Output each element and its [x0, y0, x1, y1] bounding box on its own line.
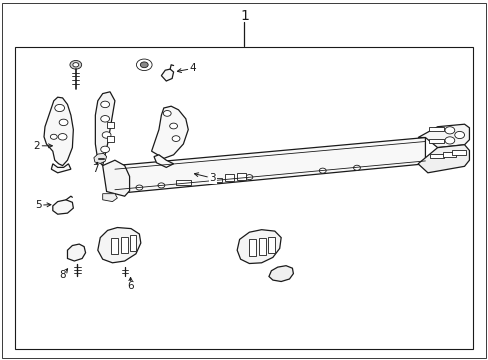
Text: 5: 5 [35, 200, 41, 210]
Polygon shape [102, 194, 117, 202]
Polygon shape [417, 145, 468, 173]
Circle shape [353, 165, 360, 170]
Bar [111, 238, 118, 254]
Text: 7: 7 [92, 164, 99, 174]
Bar [121, 237, 128, 253]
Bar [249, 239, 256, 256]
Circle shape [136, 185, 142, 190]
Text: 8: 8 [59, 270, 66, 280]
Circle shape [140, 62, 148, 68]
Bar [210, 178, 222, 182]
Circle shape [319, 168, 325, 173]
Circle shape [172, 136, 180, 141]
Polygon shape [44, 97, 73, 166]
Polygon shape [115, 138, 425, 194]
Circle shape [454, 131, 464, 139]
Polygon shape [98, 228, 141, 263]
Text: 2: 2 [33, 141, 40, 151]
Circle shape [101, 146, 109, 153]
Bar [267, 237, 274, 253]
Circle shape [101, 116, 109, 122]
Bar [442, 152, 455, 157]
Polygon shape [154, 155, 173, 167]
Polygon shape [268, 266, 293, 282]
Circle shape [73, 63, 79, 67]
Circle shape [59, 119, 68, 126]
Polygon shape [53, 200, 73, 214]
Circle shape [136, 59, 152, 71]
Bar [428, 139, 443, 143]
Bar [259, 238, 265, 255]
Polygon shape [102, 160, 129, 196]
Bar [429, 154, 443, 158]
Circle shape [163, 111, 171, 116]
Polygon shape [95, 92, 115, 166]
Polygon shape [67, 244, 85, 261]
Bar [237, 173, 245, 180]
Circle shape [245, 175, 252, 180]
Polygon shape [94, 153, 106, 163]
Bar [428, 127, 443, 131]
Circle shape [58, 134, 67, 140]
Bar [15, 47, 472, 349]
Circle shape [444, 137, 454, 144]
Bar [451, 150, 465, 155]
Text: 4: 4 [189, 63, 196, 73]
Circle shape [50, 134, 57, 139]
Text: 6: 6 [127, 281, 134, 291]
Bar [106, 136, 114, 142]
Circle shape [101, 101, 109, 108]
Bar [129, 235, 136, 251]
Bar [106, 122, 114, 128]
Text: 3: 3 [209, 173, 216, 183]
Text: 1: 1 [240, 9, 248, 23]
Polygon shape [51, 164, 71, 173]
Bar [176, 180, 190, 185]
Polygon shape [237, 230, 281, 264]
Bar [224, 174, 233, 181]
Circle shape [169, 123, 177, 129]
Circle shape [55, 104, 64, 112]
Polygon shape [151, 106, 188, 158]
Circle shape [102, 132, 111, 138]
Circle shape [158, 183, 164, 188]
Circle shape [444, 127, 454, 134]
Circle shape [70, 60, 81, 69]
Polygon shape [417, 124, 468, 148]
Polygon shape [161, 69, 173, 81]
